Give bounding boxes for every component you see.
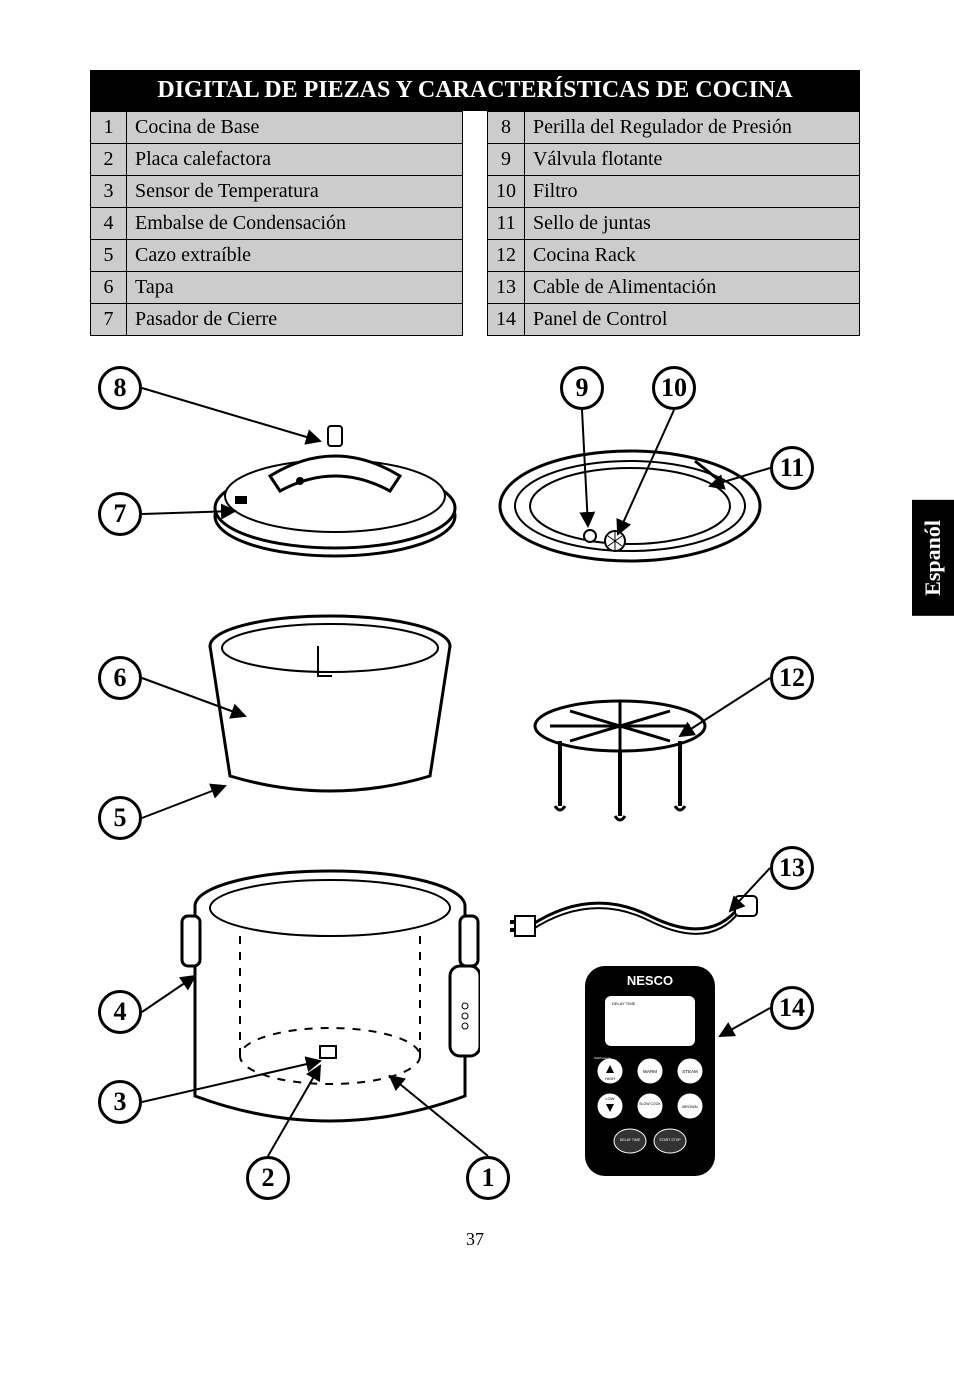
table-row: 9Válvula flotante: [488, 144, 860, 176]
parts-table-left: 1Cocina de Base2Placa calefactora3Sensor…: [90, 111, 463, 336]
part-number: 3: [91, 176, 127, 208]
table-row: 5Cazo extraíble: [91, 240, 463, 272]
part-label: Válvula flotante: [525, 144, 860, 176]
page-number: 37: [90, 1229, 860, 1250]
table-row: 10Filtro: [488, 176, 860, 208]
part-label: Embalse de Condensación: [127, 208, 463, 240]
part-label: Cocina Rack: [525, 240, 860, 272]
page-frame: DIGITAL DE PIEZAS Y CARACTERÍSTICAS DE C…: [90, 70, 860, 1250]
section-title: DIGITAL DE PIEZAS Y CARACTERÍSTICAS DE C…: [90, 70, 860, 111]
callout-11: 11: [770, 446, 814, 490]
callout-1: 1: [466, 1156, 510, 1200]
callout-6: 6: [98, 656, 142, 700]
part-label: Pasador de Cierre: [127, 304, 463, 336]
callout-8: 8: [98, 366, 142, 410]
part-label: Perilla del Regulador de Presión: [525, 112, 860, 144]
callout-3: 3: [98, 1080, 142, 1124]
callout-5: 5: [98, 796, 142, 840]
part-number: 6: [91, 272, 127, 304]
part-label: Sensor de Temperatura: [127, 176, 463, 208]
part-label: Panel de Control: [525, 304, 860, 336]
callout-13: 13: [770, 846, 814, 890]
part-label: Cocina de Base: [127, 112, 463, 144]
part-label: Cazo extraíble: [127, 240, 463, 272]
table-row: 3Sensor de Temperatura: [91, 176, 463, 208]
callout-12: 12: [770, 656, 814, 700]
part-number: 12: [488, 240, 525, 272]
part-number: 14: [488, 304, 525, 336]
callout-7: 7: [98, 492, 142, 536]
part-number: 7: [91, 304, 127, 336]
table-row: 14Panel de Control: [488, 304, 860, 336]
part-number: 2: [91, 144, 127, 176]
table-row: 11Sello de juntas: [488, 208, 860, 240]
part-number: 5: [91, 240, 127, 272]
table-row: 12Cocina Rack: [488, 240, 860, 272]
part-label: Filtro: [525, 176, 860, 208]
parts-table-right: 8Perilla del Regulador de Presión9Válvul…: [487, 111, 860, 336]
part-number: 4: [91, 208, 127, 240]
table-row: 1Cocina de Base: [91, 112, 463, 144]
callout-14: 14: [770, 986, 814, 1030]
part-number: 9: [488, 144, 525, 176]
callout-2: 2: [246, 1156, 290, 1200]
arrow-overlay: [90, 356, 860, 1226]
parts-tables: 1Cocina de Base2Placa calefactora3Sensor…: [90, 111, 860, 336]
parts-diagram: NESCO DELAY TIME HIGH WARM STEAM LOW SLO…: [90, 356, 860, 1226]
callout-9: 9: [560, 366, 604, 410]
callout-4: 4: [98, 990, 142, 1034]
part-label: Tapa: [127, 272, 463, 304]
part-number: 11: [488, 208, 525, 240]
table-row: 4Embalse de Condensación: [91, 208, 463, 240]
part-label: Sello de juntas: [525, 208, 860, 240]
callout-10: 10: [652, 366, 696, 410]
part-label: Cable de Alimentación: [525, 272, 860, 304]
table-row: 13Cable de Alimentación: [488, 272, 860, 304]
table-row: 6Tapa: [91, 272, 463, 304]
part-number: 13: [488, 272, 525, 304]
part-label: Placa calefactora: [127, 144, 463, 176]
table-row: 7Pasador de Cierre: [91, 304, 463, 336]
part-number: 8: [488, 112, 525, 144]
table-row: 8Perilla del Regulador de Presión: [488, 112, 860, 144]
language-tab: Espanól: [912, 500, 954, 616]
part-number: 1: [91, 112, 127, 144]
part-number: 10: [488, 176, 525, 208]
table-row: 2Placa calefactora: [91, 144, 463, 176]
